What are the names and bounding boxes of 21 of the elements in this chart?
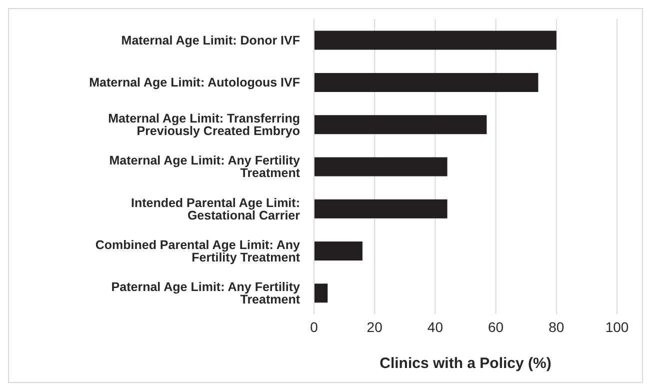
x-tick-label: 20 [366, 318, 383, 335]
y-tick-label: Maternal Age Limit: Any Fertility Treatment [109, 154, 301, 180]
y-tick-label: Paternal Age Limit: Any Fertility Treatment [111, 280, 301, 307]
bar [314, 30, 556, 50]
bar [314, 72, 538, 92]
y-tick-label: Maternal Age Limit: Donor IVF [121, 34, 300, 48]
bar [314, 115, 487, 134]
bar [314, 284, 328, 303]
bar [314, 199, 448, 218]
x-tick-label: 0 [310, 318, 318, 335]
bar [314, 242, 362, 261]
x-tick-label: 100 [605, 318, 629, 335]
y-tick-label: Maternal Age Limit: Autologous IVF [89, 76, 300, 90]
y-tick-label: Intended Parental Age Limit: Gestational Carrier [130, 196, 300, 222]
x-tick-label: 60 [488, 318, 504, 335]
x-axis-title: Clinics with a Policy (%) [380, 355, 552, 372]
x-tick-label: 40 [427, 318, 444, 335]
bar [314, 157, 448, 176]
x-tick-label: 80 [548, 318, 564, 335]
y-tick-label: Combined Parental Age Limit: Any Fertility Treatment [95, 238, 301, 264]
y-tick-label: Maternal Age Limit: Transferring Previously Created Embryo [108, 112, 300, 138]
